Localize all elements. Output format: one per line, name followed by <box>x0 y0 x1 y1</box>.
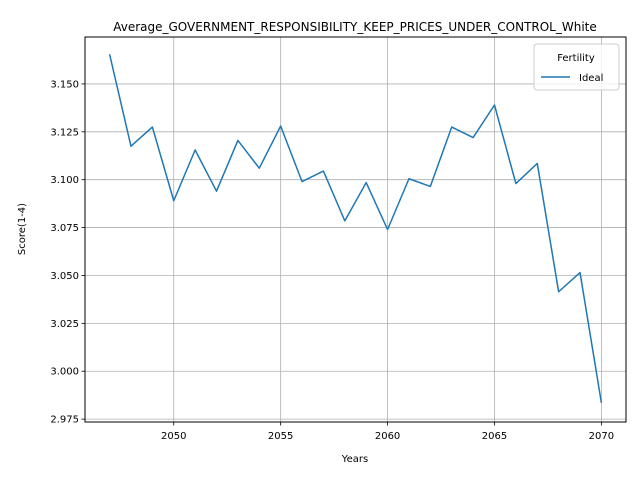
y-tick-label: 3.050 <box>50 271 79 282</box>
x-tick-label: 2050 <box>161 431 186 442</box>
x-axis-ticks: 2050 2055 2060 2065 2070 <box>161 422 614 442</box>
y-axis-label: Score(1-4) <box>17 203 28 255</box>
x-tick-label: 2055 <box>268 431 293 442</box>
y-tick-label: 3.100 <box>50 175 79 186</box>
chart-title: Average_GOVERNMENT_RESPONSIBILITY_KEEP_P… <box>113 20 597 34</box>
y-tick-label: 3.025 <box>50 319 79 330</box>
y-tick-label: 3.075 <box>50 223 79 234</box>
y-tick-label: 3.000 <box>50 367 79 378</box>
y-tick-label: 3.150 <box>50 79 79 90</box>
series-line-ideal <box>108 54 603 403</box>
legend: Fertility Ideal <box>533 43 620 91</box>
y-tick-label: 2.975 <box>50 415 79 426</box>
y-axis-ticks: 2.975 3.000 3.025 3.050 3.075 3.100 3.125 3.150 <box>50 79 85 426</box>
x-tick-label: 2060 <box>375 431 400 442</box>
x-tick-label: 2070 <box>589 431 614 442</box>
y-tick-label: 3.125 <box>50 127 79 138</box>
legend-label-ideal: Ideal <box>579 73 603 84</box>
x-tick-label: 2065 <box>482 431 507 442</box>
grid-lines <box>85 37 626 422</box>
legend-box <box>533 43 620 91</box>
series-lines <box>108 54 603 403</box>
legend-title: Fertility <box>557 53 595 64</box>
x-axis-label: Years <box>341 454 368 465</box>
plot-area-frame <box>84 36 627 423</box>
